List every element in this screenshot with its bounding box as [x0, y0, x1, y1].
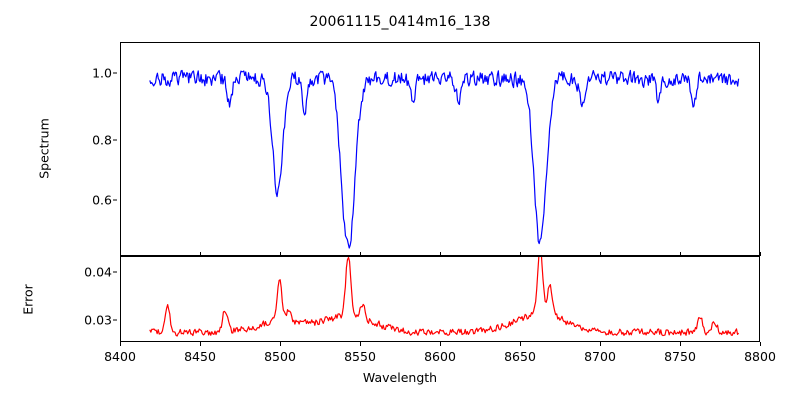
xtick-mark [280, 342, 282, 346]
xtick-label: 8800 [744, 349, 776, 364]
xtick-label: 8600 [424, 349, 456, 364]
error-trace [149, 257, 740, 337]
xtick-mark-upper [680, 252, 682, 256]
error-ytick-mark [113, 319, 117, 321]
xtick-mark [200, 342, 202, 346]
xtick-mark [760, 342, 762, 346]
xtick-mark-upper [520, 252, 522, 256]
spectrum-ytick-mark [113, 139, 117, 141]
spectrum-ytick-mark [113, 199, 117, 201]
xtick-mark [120, 342, 122, 346]
spectrum-ytick-mark [113, 72, 117, 74]
error-yaxis-label: Error [20, 284, 36, 315]
error-ytick-label: 0.04 [84, 264, 112, 280]
xtick-label: 8500 [264, 349, 296, 364]
xtick-mark [440, 342, 442, 346]
xtick-label: 8700 [584, 349, 616, 364]
xtick-mark-upper [440, 252, 442, 256]
xtick-label: 8550 [344, 349, 376, 364]
error-line-series [149, 257, 740, 337]
error-ytick-mark [113, 271, 117, 273]
page-title: 20061115_0414m16_138 [309, 14, 491, 30]
xtick-label: 8450 [184, 349, 216, 364]
xtick-label: 8750 [664, 349, 696, 364]
xtick-mark-upper [200, 252, 202, 256]
spectrum-yaxis-label: Spectrum [36, 118, 52, 179]
spectrum-ytick-label: 1.0 [92, 65, 112, 81]
spectrum-ytick-group: 1.0 0.8 0.6 0.04 0.03 [62, 0, 112, 400]
error-panel [120, 256, 760, 342]
xtick-mark-upper [600, 252, 602, 256]
xaxis-label: Wavelength [362, 370, 438, 385]
xtick-mark [600, 342, 602, 346]
spectrum-panel [120, 42, 760, 256]
xtick-label: 8650 [504, 349, 536, 364]
spectrum-line-series [149, 69, 740, 249]
xtick-mark-upper [760, 252, 762, 256]
xtick-mark [520, 342, 522, 346]
spectrum-ytick-label: 0.6 [92, 192, 112, 208]
spectrum-trace [149, 69, 740, 249]
xtick-mark [360, 342, 362, 346]
error-ytick-label: 0.03 [84, 312, 112, 328]
xtick-label: 8400 [104, 349, 136, 364]
xtick-mark-upper [280, 252, 282, 256]
spectrum-ytick-label: 0.8 [92, 132, 112, 148]
xtick-mark [680, 342, 682, 346]
xtick-mark-upper [120, 252, 122, 256]
xtick-mark-upper [360, 252, 362, 256]
